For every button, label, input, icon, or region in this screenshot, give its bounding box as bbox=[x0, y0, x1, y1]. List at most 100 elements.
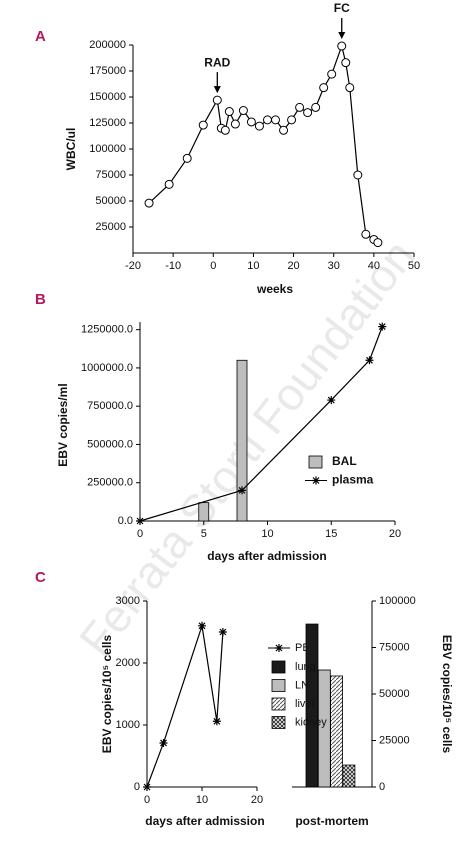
marker bbox=[159, 738, 168, 747]
marker bbox=[378, 322, 387, 331]
legend-swatch bbox=[271, 697, 286, 711]
legend-swatch bbox=[271, 716, 286, 729]
x-tick-label: 20 bbox=[287, 260, 299, 272]
marker bbox=[295, 102, 305, 112]
y-tick-label: 100000 bbox=[379, 595, 416, 607]
x-tick-label: 40 bbox=[368, 260, 380, 272]
bar bbox=[317, 669, 331, 788]
x-tick-label: 50 bbox=[408, 260, 420, 272]
legend-label: liver bbox=[295, 698, 316, 710]
x-tick-label: 15 bbox=[325, 528, 337, 540]
y-axis-label: EBV copies/ml bbox=[56, 383, 70, 466]
y-tick-label: 200000 bbox=[89, 39, 126, 51]
x-axis-label: weeks bbox=[256, 282, 293, 296]
x-tick-label: 0 bbox=[210, 260, 216, 272]
marker bbox=[164, 179, 174, 189]
panel-label: B bbox=[35, 291, 46, 308]
y-tick-label: 2000 bbox=[116, 657, 140, 669]
y-tick-label: 0.0 bbox=[118, 515, 133, 527]
y-tick-label: 75000 bbox=[95, 169, 126, 181]
y-tick-label: 25000 bbox=[95, 221, 126, 233]
y-tick-label: 750000.0 bbox=[87, 400, 133, 412]
marker bbox=[198, 621, 206, 630]
marker bbox=[143, 783, 151, 791]
legend-label: plasma bbox=[332, 473, 374, 487]
marker bbox=[198, 120, 208, 130]
y-tick-label: 150000 bbox=[89, 91, 126, 103]
marker bbox=[224, 107, 234, 117]
annotation: RAD bbox=[204, 55, 230, 69]
annotation: FC bbox=[334, 1, 350, 15]
marker bbox=[246, 117, 256, 127]
y-tick-label: 75000 bbox=[379, 641, 410, 653]
y-tick-label: 0 bbox=[134, 781, 140, 793]
marker bbox=[337, 41, 347, 51]
y-tick-label: 175000 bbox=[89, 65, 126, 77]
x-tick-label: 0 bbox=[137, 528, 143, 540]
legend-marker bbox=[275, 644, 283, 652]
marker bbox=[254, 121, 264, 131]
marker bbox=[361, 229, 371, 239]
legend-swatch bbox=[271, 660, 286, 674]
x-axis-label: days after admission bbox=[207, 549, 326, 563]
y-tick-label: 1000 bbox=[116, 719, 140, 731]
legend-label: BAL bbox=[332, 454, 357, 468]
legend-swatch bbox=[308, 455, 323, 469]
marker bbox=[279, 125, 289, 135]
x-axis-label: days after admission bbox=[145, 814, 264, 828]
marker bbox=[262, 115, 272, 125]
y-tick-label: 0 bbox=[379, 781, 385, 793]
marker bbox=[327, 69, 337, 79]
marker bbox=[373, 238, 383, 248]
marker bbox=[327, 396, 336, 405]
marker bbox=[365, 356, 374, 365]
annotation-arrowhead bbox=[338, 32, 346, 40]
legend-label: lung bbox=[295, 661, 316, 673]
y-axis-label: EBV copies/10⁵ cells bbox=[100, 634, 114, 753]
marker bbox=[182, 153, 192, 163]
y-tick-label: 1000000.0 bbox=[81, 362, 133, 374]
legend-swatch bbox=[271, 679, 286, 692]
annotation-arrowhead bbox=[213, 86, 221, 94]
marker bbox=[341, 58, 351, 68]
x-tick-label: 10 bbox=[247, 260, 259, 272]
y-tick-label: 50000 bbox=[95, 195, 126, 207]
marker bbox=[238, 486, 246, 495]
x-tick-label: 5 bbox=[201, 528, 207, 540]
marker bbox=[353, 170, 363, 180]
marker bbox=[271, 115, 281, 125]
legend-label: kidney bbox=[295, 716, 327, 728]
y-tick-label: 100000 bbox=[89, 143, 126, 155]
marker bbox=[212, 95, 222, 105]
marker bbox=[345, 83, 355, 93]
x-tick-label: -20 bbox=[125, 260, 141, 272]
marker bbox=[212, 717, 221, 726]
x-axis-label: post-mortem bbox=[295, 814, 368, 828]
x-tick-label: 10 bbox=[196, 794, 208, 806]
bar bbox=[342, 764, 356, 788]
y-tick-label: 3000 bbox=[116, 595, 140, 607]
panel-label: C bbox=[35, 569, 46, 586]
x-tick-label: 20 bbox=[389, 528, 401, 540]
legend-marker bbox=[312, 476, 320, 485]
marker bbox=[287, 115, 297, 125]
y-axis-label: EBV copies/10⁵ cells bbox=[440, 635, 454, 754]
marker bbox=[144, 198, 154, 208]
x-tick-label: 30 bbox=[328, 260, 340, 272]
y-axis-label: WBC/ul bbox=[64, 128, 78, 171]
marker bbox=[230, 119, 240, 129]
x-tick-label: 20 bbox=[251, 794, 263, 806]
y-tick-label: 1250000.0 bbox=[81, 324, 133, 336]
y-tick-label: 125000 bbox=[89, 117, 126, 129]
x-tick-label: 10 bbox=[261, 528, 273, 540]
line bbox=[146, 625, 224, 788]
x-tick-label: 0 bbox=[144, 794, 150, 806]
marker bbox=[303, 108, 313, 118]
marker bbox=[220, 125, 230, 135]
bar bbox=[198, 502, 210, 522]
bar bbox=[330, 675, 344, 788]
marker bbox=[311, 102, 321, 112]
marker bbox=[218, 628, 227, 636]
marker bbox=[238, 106, 248, 116]
